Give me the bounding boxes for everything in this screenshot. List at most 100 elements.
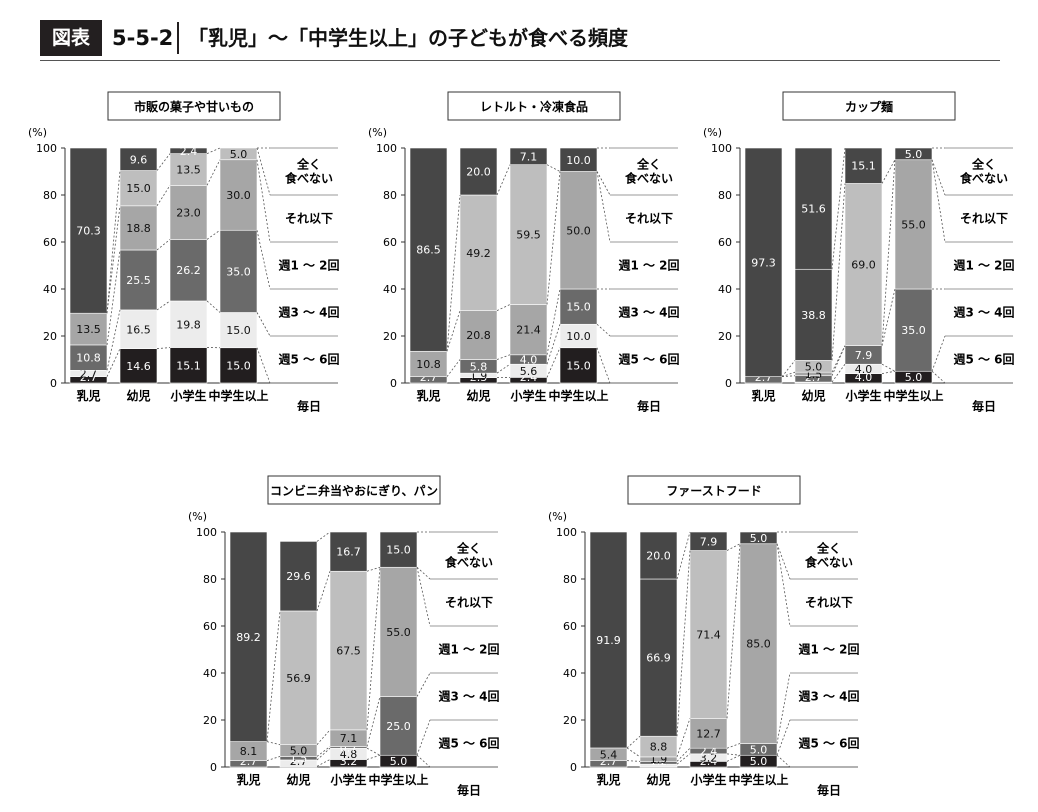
connector-line bbox=[446, 359, 461, 377]
legend-label: 食べない bbox=[284, 171, 333, 186]
legend-connector bbox=[776, 543, 791, 627]
y-tick-label: 40 bbox=[383, 283, 397, 296]
bar-data-label: 71.4 bbox=[696, 628, 721, 641]
legend-label: 週5 ～ 6回 bbox=[278, 352, 339, 367]
legend-label: 週3 ～ 4回 bbox=[438, 689, 499, 704]
y-tick-label: 60 bbox=[718, 236, 732, 249]
figure-header: 図表 5-5-2 「乳児」～「中学生以上」の子どもが食べる頻度 bbox=[0, 0, 1038, 70]
connector-line bbox=[316, 531, 331, 542]
bar-segment bbox=[739, 531, 778, 545]
connector-line bbox=[881, 370, 896, 374]
y-axis-label: (%) bbox=[548, 510, 567, 523]
connector-line bbox=[881, 159, 896, 184]
connector-line bbox=[156, 300, 171, 311]
bar-segment bbox=[459, 310, 498, 360]
connector-line bbox=[726, 543, 741, 551]
connector-line bbox=[206, 300, 221, 313]
connector-line bbox=[156, 153, 171, 171]
legend-label: それ以下 bbox=[960, 212, 1008, 226]
connector-line bbox=[781, 360, 796, 377]
connector-line bbox=[676, 718, 691, 758]
connector-line bbox=[366, 567, 381, 730]
category-label: 乳児 bbox=[236, 772, 260, 787]
chart-title-frame bbox=[107, 91, 281, 121]
connector-line bbox=[106, 170, 121, 314]
bar-data-label: 55.0 bbox=[386, 626, 411, 639]
bar-data-label: 5.0 bbox=[230, 148, 248, 161]
connector-line bbox=[676, 747, 691, 762]
bar-segment bbox=[559, 147, 598, 172]
title-separator bbox=[177, 22, 179, 54]
bar-data-label: 15.1 bbox=[851, 160, 876, 173]
connector-line bbox=[106, 249, 121, 345]
connector-line bbox=[881, 288, 896, 346]
y-tick-label: 40 bbox=[718, 283, 732, 296]
bar-data-label: 7.1 bbox=[340, 732, 358, 745]
legend-label: 食べない bbox=[444, 555, 493, 570]
legend-label: 週5 ～ 6回 bbox=[438, 736, 499, 751]
connector-line bbox=[446, 310, 461, 352]
bar-data-label: 7.9 bbox=[700, 535, 718, 548]
legend-connector bbox=[931, 159, 946, 196]
legend-label: 週1 ～ 2回 bbox=[798, 642, 859, 657]
chart-title-frame bbox=[447, 91, 621, 121]
bar-data-label: 20.0 bbox=[646, 550, 671, 563]
legend-connector bbox=[416, 567, 431, 627]
bar-segment bbox=[329, 570, 368, 731]
bar-data-label: 35.0 bbox=[901, 324, 926, 337]
bar-data-label: 8.8 bbox=[650, 741, 668, 754]
bar-data-label: 86.5 bbox=[416, 244, 441, 257]
bar-data-label: 5.0 bbox=[290, 745, 308, 758]
connector-line bbox=[316, 729, 331, 745]
legend-connector bbox=[596, 171, 611, 243]
legend-label: 食べない bbox=[624, 171, 673, 186]
bar-segment bbox=[509, 304, 548, 356]
connector-line bbox=[546, 288, 561, 355]
connector-line bbox=[831, 345, 846, 376]
connector-line bbox=[546, 324, 561, 365]
y-tick-label: 80 bbox=[43, 189, 57, 202]
bar-data-label: 49.2 bbox=[466, 247, 491, 260]
bar-segment bbox=[169, 185, 208, 240]
legend-label: 毎日 bbox=[457, 783, 481, 798]
chart-title: 市販の菓子や甘いもの bbox=[134, 99, 254, 114]
bar-segment bbox=[844, 183, 883, 346]
legend-connector bbox=[931, 370, 946, 384]
bar-segment bbox=[739, 543, 778, 744]
bar-data-label: 55.0 bbox=[901, 218, 926, 231]
bar-data-label: 5.0 bbox=[805, 360, 823, 373]
y-tick-label: 0 bbox=[50, 377, 57, 390]
bar-data-label: 19.8 bbox=[176, 318, 201, 331]
bar-data-label: 5.0 bbox=[750, 743, 768, 756]
bar-data-label: 97.3 bbox=[751, 256, 776, 269]
bar-segment bbox=[169, 347, 208, 384]
bar-data-label: 69.0 bbox=[851, 259, 876, 272]
y-tick-label: 80 bbox=[718, 189, 732, 202]
chart-title: コンビニ弁当やおにぎり、パン bbox=[270, 483, 438, 498]
legend-connector bbox=[931, 335, 946, 372]
bar-segment bbox=[509, 147, 548, 165]
y-tick-label: 60 bbox=[383, 236, 397, 249]
bar-data-label: 89.2 bbox=[236, 631, 261, 644]
y-tick-label: 40 bbox=[43, 283, 57, 296]
legend-label: 週1 ～ 2回 bbox=[953, 258, 1014, 273]
bar-data-label: 5.0 bbox=[905, 371, 923, 384]
chart-title: ファーストフード bbox=[666, 484, 761, 498]
category-label: 小学生 bbox=[510, 388, 546, 403]
chart-title-box: カップ麺 bbox=[782, 91, 956, 121]
bar-data-label: 15.0 bbox=[566, 301, 591, 314]
connector-line bbox=[781, 371, 796, 378]
bar-segment bbox=[379, 531, 418, 568]
bar-data-label: 21.4 bbox=[516, 324, 541, 337]
category-label: 幼児 bbox=[801, 388, 825, 403]
legend-label: それ以下 bbox=[285, 212, 333, 226]
bar-data-label: 56.9 bbox=[286, 672, 311, 685]
bar-data-label: 10.8 bbox=[76, 352, 101, 365]
connector-line bbox=[266, 610, 281, 742]
legend-label: 全く bbox=[456, 541, 481, 556]
bar-data-label: 5.8 bbox=[470, 360, 488, 373]
chart-title-box: ファーストフード bbox=[627, 475, 801, 505]
bar-data-label: 59.5 bbox=[516, 229, 541, 242]
bar-data-label: 15.0 bbox=[226, 324, 251, 337]
bar-data-label: 16.7 bbox=[336, 546, 361, 559]
